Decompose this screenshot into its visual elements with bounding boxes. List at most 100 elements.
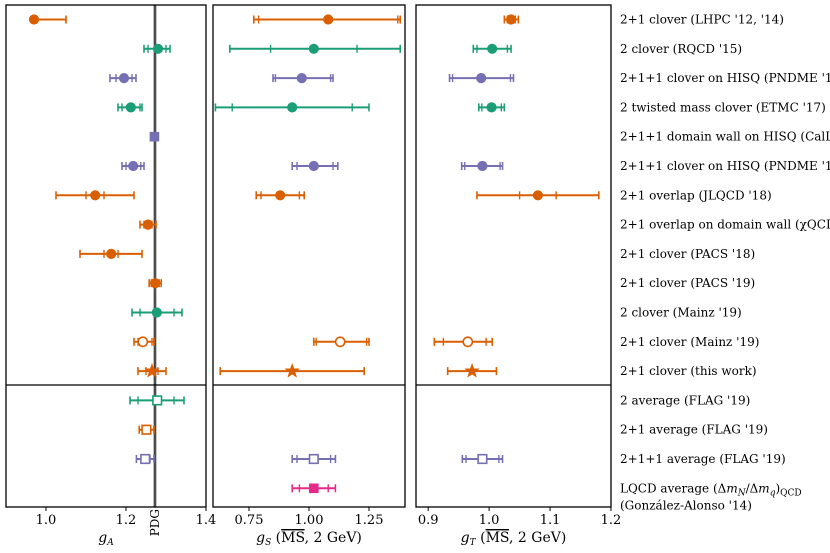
data-point-gS-row-5	[291, 160, 339, 172]
data-point-gS-row-11	[312, 336, 370, 348]
data-point-gA-row-7	[139, 219, 157, 230]
row-label-2-1-clover-this-work: 2+1 clover (this work)	[620, 364, 757, 378]
axis-title-gT: gT (MS, 2 GeV)	[461, 530, 567, 548]
square-marker	[308, 453, 319, 465]
data-point-gA-row-1	[143, 43, 171, 54]
data-point-gS-row-0	[253, 14, 402, 25]
data-point-gS-row-2	[272, 73, 334, 84]
star-marker	[464, 363, 480, 378]
x-tick-label: 1.4	[196, 513, 217, 528]
data-point-gT-row-11	[433, 336, 493, 348]
panel-frame	[415, 4, 612, 508]
row-label-2-1-1-domain-wall-on-hisq-callat-18: 2+1+1 domain wall on HISQ (CalLat '18)	[620, 130, 830, 144]
panel-frame	[212, 4, 406, 508]
circle-marker	[125, 102, 136, 113]
data-point-gA-row-14	[138, 424, 155, 435]
data-point-gA-row-6	[55, 190, 135, 201]
circle-marker	[308, 160, 319, 172]
data-point-gA-row-8	[79, 248, 143, 259]
data-point-gA-row-5	[121, 160, 145, 172]
circle-marker	[476, 73, 487, 84]
circle-marker	[308, 43, 319, 54]
row-label-2-1-clover-pacs-18: 2+1 clover (PACS '18)	[620, 247, 755, 261]
circle-marker	[118, 73, 130, 84]
data-point-gA-row-2	[109, 73, 137, 84]
panels-layer: PDG 1.0 1.2 1.4 gA 0.75 1.00 1.25 gS (MS, 2 GeV)…	[5, 4, 622, 548]
row-label-2-1-clover-mainz-19: 2+1 clover (Mainz '19)	[620, 335, 759, 349]
row-label-2-1-clover-lhpc-12-14: 2+1 clover (LHPC '12, '14)	[620, 13, 784, 27]
data-point-gA-row-12	[137, 363, 167, 378]
panel-gT: 0.9 1.0 1.1 1.2 gT (MS, 2 GeV)	[415, 4, 622, 548]
square-marker	[477, 453, 488, 465]
pdg-label: PDG	[148, 509, 162, 536]
circle-marker	[128, 160, 139, 172]
circle-marker	[532, 190, 543, 201]
axis-title-gA: gA	[98, 530, 114, 548]
data-point-gS-row-6	[255, 190, 306, 201]
x-tick-label: 0.9	[418, 513, 439, 528]
x-tick-label: 1.00	[295, 513, 324, 528]
data-point-gS-row-12	[219, 363, 366, 378]
data-point-gT-row-2	[448, 73, 515, 84]
circle-marker	[462, 336, 474, 348]
x-tick-label: 0.75	[235, 513, 264, 528]
x-tick-label: 1.2	[601, 513, 622, 528]
row-label-2-clover-mainz-19: 2 clover (Mainz '19)	[620, 306, 742, 320]
circle-marker	[151, 307, 162, 318]
data-point-gT-row-0	[503, 14, 520, 25]
circle-marker	[142, 219, 154, 230]
data-point-gT-row-5	[460, 160, 504, 172]
circle-marker	[323, 14, 334, 25]
row-labels: 2+1 clover (LHPC '12, '14) 2 clover (RQCD…	[620, 13, 830, 513]
square-marker	[309, 483, 319, 494]
data-point-gS-row-1	[229, 43, 402, 54]
data-point-gA-row-4	[149, 131, 160, 142]
circle-marker	[150, 278, 161, 289]
row-label-2-1-1-average-flag-19: 2+1+1 average (FLAG '19)	[620, 452, 786, 466]
panel-gA: PDG 1.0 1.2 1.4 gA	[5, 4, 217, 548]
square-marker	[149, 131, 160, 142]
circle-marker	[487, 43, 498, 54]
circle-marker	[477, 160, 488, 172]
data-point-gA-row-9	[148, 278, 162, 289]
circle-marker	[152, 43, 164, 54]
data-point-gA-row-0	[28, 14, 67, 25]
circle-marker	[106, 248, 117, 259]
data-point-gA-row-10	[131, 307, 183, 318]
circle-marker	[137, 336, 149, 348]
circle-marker	[275, 190, 286, 201]
row-label-2-1-overlap-on-domain-wall-qcd-18: 2+1 overlap on domain wall (χQCD '18)	[620, 218, 830, 232]
circle-marker	[28, 14, 40, 25]
row-label-2-average-flag-19: 2 average (FLAG '19)	[620, 393, 750, 407]
row-label-2-1-average-flag-19: 2+1 average (FLAG '19)	[620, 423, 768, 437]
x-tick-label: 1.0	[479, 513, 500, 528]
data-point-gA-row-11	[133, 336, 155, 348]
row-label-2-1-clover-pacs-19: 2+1 clover (PACS '19)	[620, 276, 755, 290]
data-point-gS-row-3	[214, 102, 370, 113]
square-marker	[152, 395, 163, 406]
x-tick-label: 1.25	[355, 513, 384, 528]
star-marker	[144, 363, 160, 378]
data-point-gT-row-12	[446, 363, 498, 378]
star-marker	[284, 363, 300, 378]
data-point-gT-row-3	[477, 102, 506, 113]
row-label-2-1-1-clover-on-hisq-pndme-16: 2+1+1 clover on HISQ (PNDME '16)	[620, 71, 830, 85]
row-label-lqcd-average-m-n-m-q-qcd: LQCD average (ΔmN/Δmq)QCD	[620, 481, 802, 498]
row-label-2-twisted-mass-clover-etmc-17: 2 twisted mass clover (ETMC '17)	[620, 100, 826, 114]
circle-marker	[505, 14, 517, 25]
data-point-gS-row-15	[291, 453, 337, 465]
data-point-gA-row-15	[135, 453, 155, 465]
square-marker	[140, 453, 151, 465]
row-label-2-1-overlap-jlqcd-18: 2+1 overlap (JLQCD '18)	[620, 188, 772, 202]
circle-marker	[287, 102, 298, 113]
axis-title-gS: gS (MS, 2 GeV)	[256, 530, 362, 548]
data-point-gA-row-13	[129, 395, 185, 406]
data-point-gA-row-3	[117, 102, 143, 113]
x-tick-label: 1.1	[540, 513, 561, 528]
circle-marker	[296, 73, 307, 84]
data-point-gT-row-15	[461, 453, 504, 465]
circle-marker	[90, 190, 101, 201]
circle-marker	[486, 102, 497, 113]
data-point-gS-row-16	[291, 483, 337, 494]
